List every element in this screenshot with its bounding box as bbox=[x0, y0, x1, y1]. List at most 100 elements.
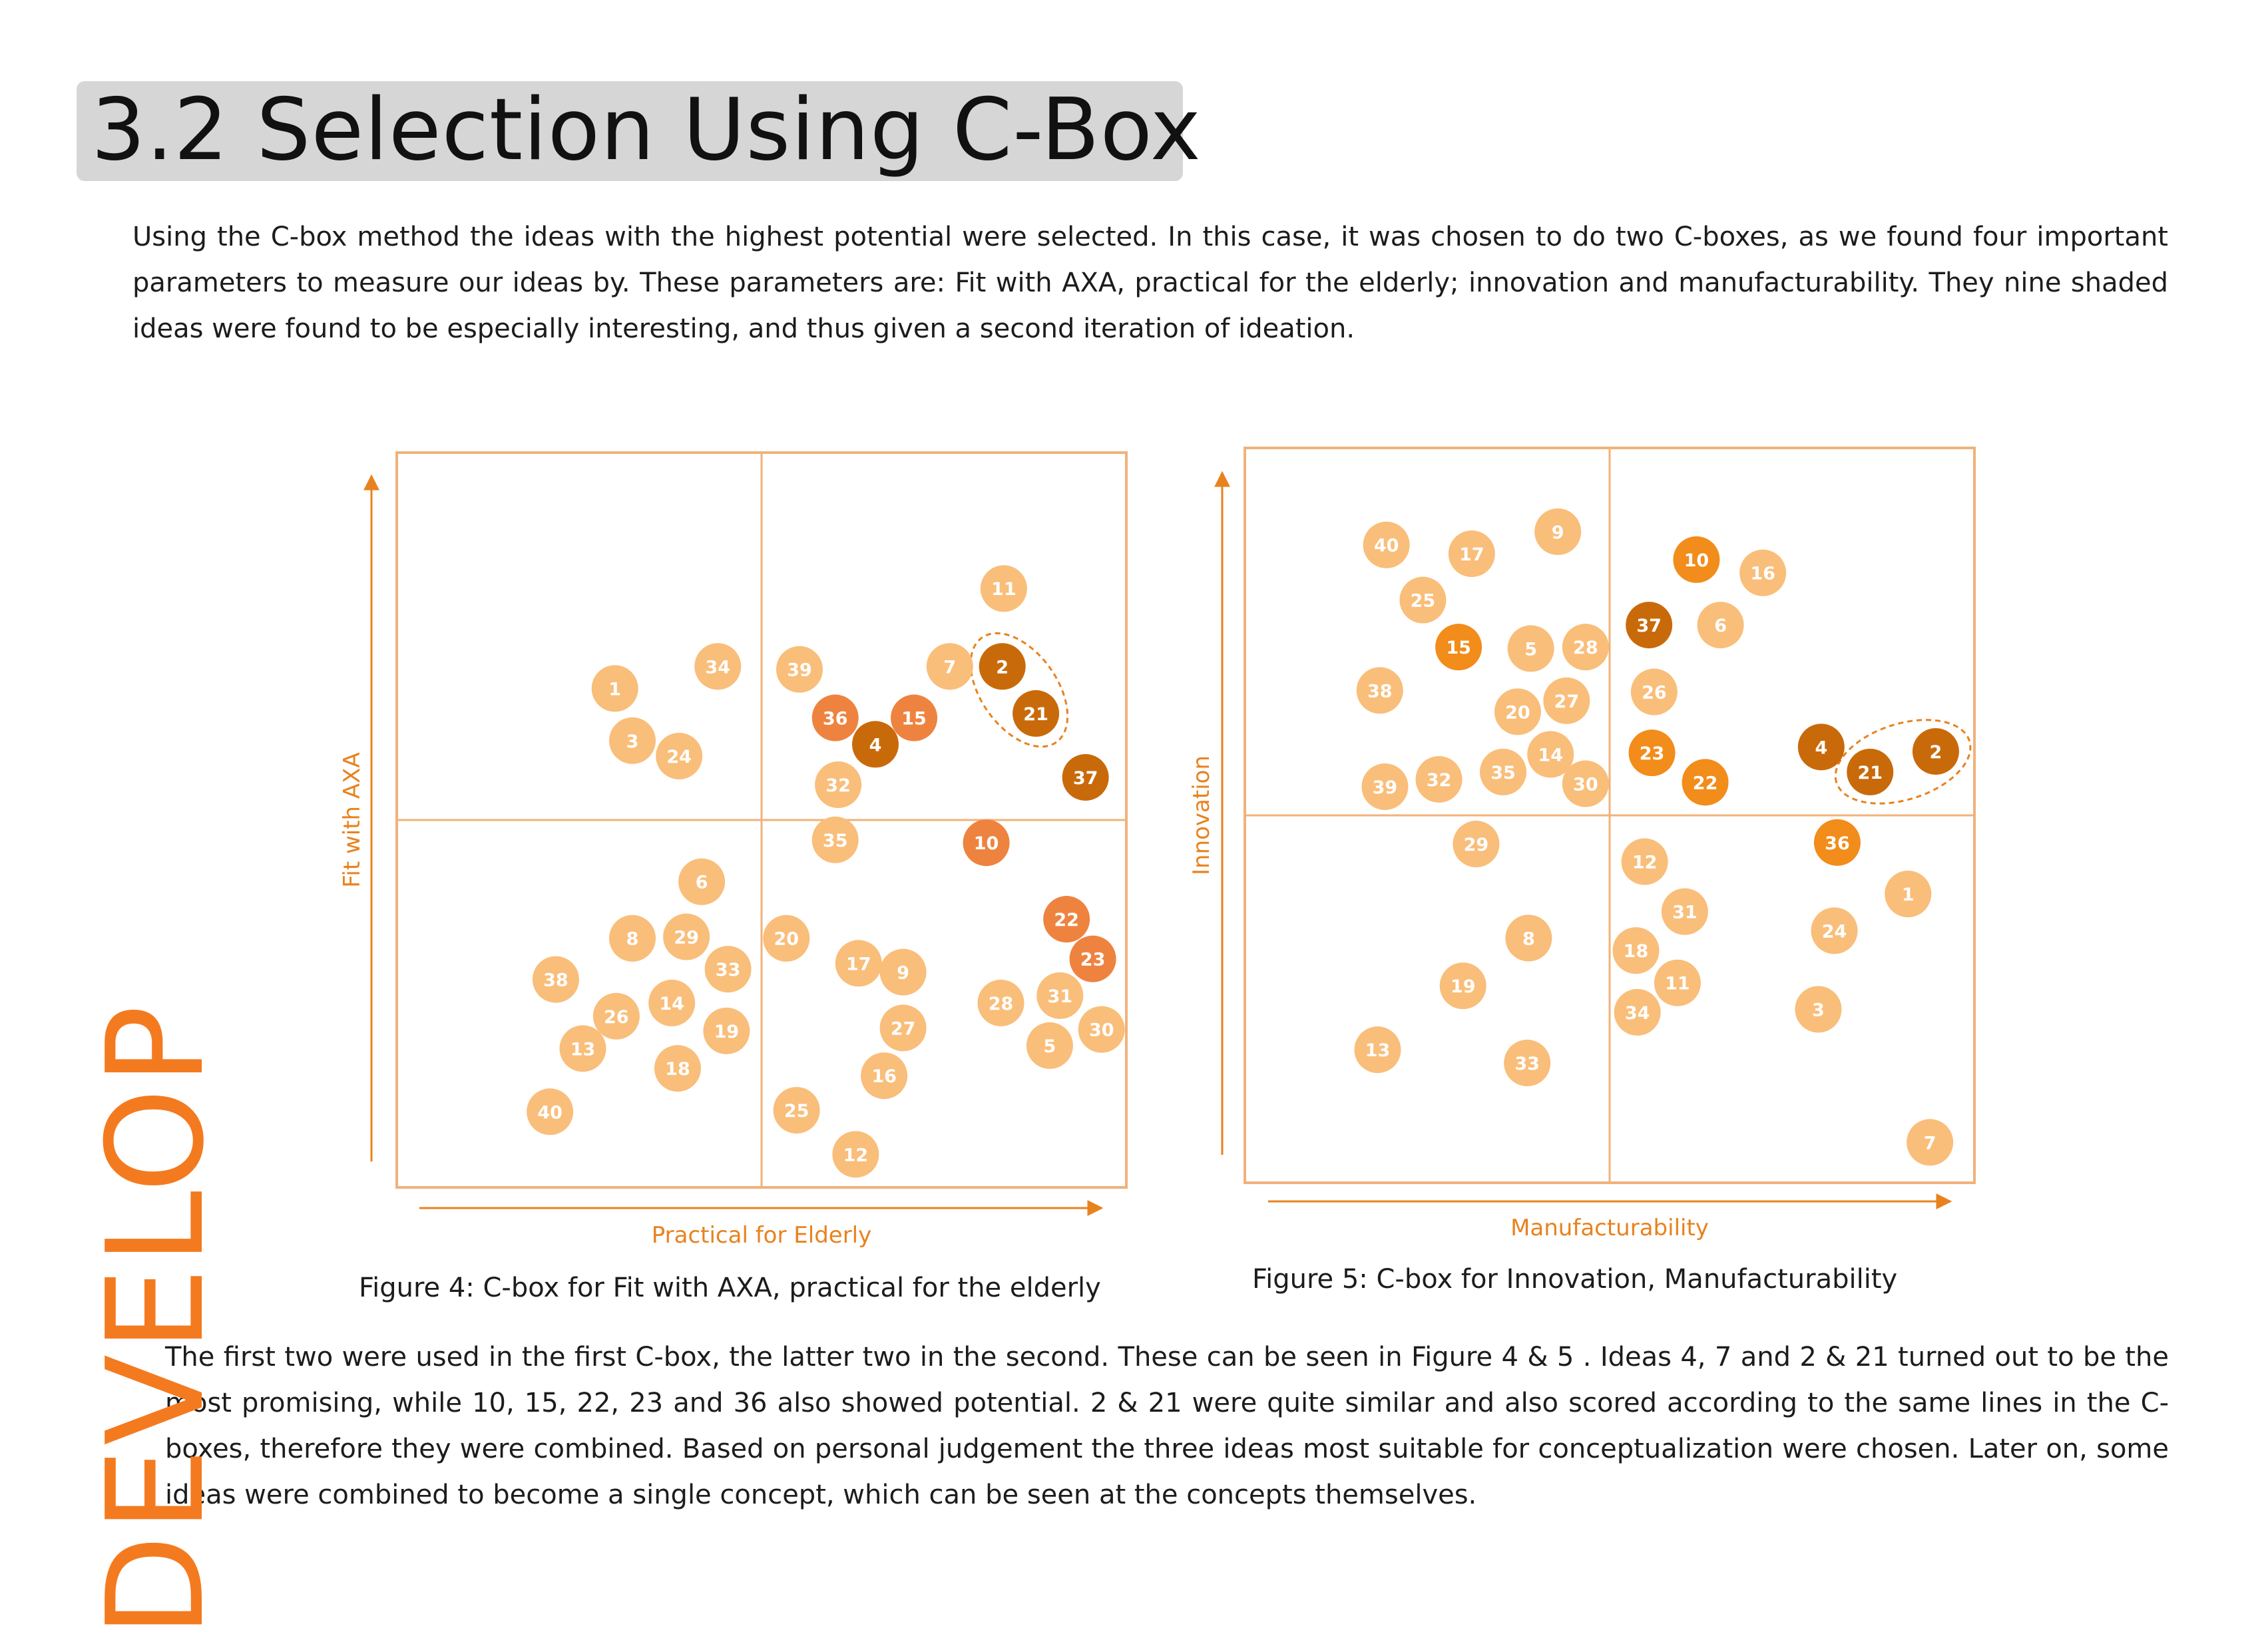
idea-circle bbox=[1562, 760, 1609, 807]
idea-number: 34 bbox=[705, 657, 730, 678]
idea-bubble-33: 33 bbox=[1504, 1040, 1551, 1087]
page-title-banner: 3.2 Selection Using C-Box bbox=[77, 81, 1201, 181]
idea-bubble-15: 15 bbox=[1435, 624, 1482, 671]
idea-circle bbox=[654, 1045, 701, 1092]
idea-bubble-4: 4 bbox=[851, 721, 899, 768]
section-label-develop: DEVELOP bbox=[79, 1002, 234, 1637]
idea-bubble-8: 8 bbox=[609, 915, 656, 962]
idea-bubble-6: 6 bbox=[1697, 602, 1744, 649]
idea-bubble-27: 27 bbox=[879, 1004, 927, 1052]
idea-circle bbox=[1069, 935, 1116, 982]
idea-bubble-9: 9 bbox=[1534, 508, 1582, 555]
idea-circle bbox=[694, 643, 742, 690]
idea-bubble-5: 5 bbox=[1507, 625, 1554, 672]
idea-circle bbox=[1661, 888, 1708, 935]
idea-bubble-25: 25 bbox=[1399, 576, 1447, 624]
idea-circle bbox=[1453, 821, 1500, 868]
idea-circle bbox=[1682, 759, 1729, 806]
figure4-caption: Figure 4: C-box for Fit with AXA, practi… bbox=[359, 1273, 1101, 1303]
idea-bubble-23: 23 bbox=[1628, 729, 1676, 777]
idea-bubble-35: 35 bbox=[811, 816, 859, 863]
idea-number: 9 bbox=[897, 963, 909, 984]
idea-number: 28 bbox=[1573, 638, 1598, 658]
idea-number: 14 bbox=[1538, 745, 1563, 765]
idea-circle bbox=[1811, 907, 1858, 954]
idea-bubble-28: 28 bbox=[1562, 624, 1609, 671]
idea-circle bbox=[1534, 508, 1582, 555]
section-sidebar: DEVELOP bbox=[7, 1002, 234, 1647]
idea-bubble-39: 39 bbox=[776, 646, 823, 693]
idea-number: 4 bbox=[1815, 737, 1827, 758]
idea-number: 30 bbox=[1573, 775, 1598, 795]
idea-number: 3 bbox=[1812, 1000, 1825, 1020]
idea-circle bbox=[1912, 727, 1959, 775]
idea-circle bbox=[1026, 1022, 1073, 1069]
idea-number: 33 bbox=[1514, 1054, 1540, 1074]
idea-circle bbox=[811, 694, 859, 741]
idea-bubble-40: 40 bbox=[527, 1088, 574, 1136]
idea-number: 2 bbox=[996, 657, 1009, 678]
idea-circle bbox=[1797, 723, 1845, 771]
idea-bubble-38: 38 bbox=[1356, 667, 1403, 714]
idea-number: 24 bbox=[1822, 921, 1847, 942]
idea-bubble-36: 36 bbox=[811, 694, 859, 741]
idea-number: 18 bbox=[665, 1059, 690, 1080]
idea-number: 25 bbox=[784, 1101, 809, 1122]
idea-bubble-40: 40 bbox=[1363, 521, 1410, 568]
idea-number: 7 bbox=[1924, 1133, 1936, 1153]
idea-bubble-21: 21 bbox=[1013, 690, 1060, 737]
figure5-x-axis-label: Manufacturability bbox=[1510, 1215, 1709, 1241]
idea-circle bbox=[835, 940, 882, 987]
idea-bubble-24: 24 bbox=[1811, 907, 1858, 954]
idea-circle bbox=[1621, 838, 1668, 885]
idea-number: 13 bbox=[570, 1039, 596, 1060]
idea-number: 22 bbox=[1054, 910, 1079, 930]
idea-circle bbox=[1628, 729, 1676, 777]
idea-circle bbox=[879, 1004, 927, 1052]
idea-bubble-16: 16 bbox=[1739, 549, 1787, 596]
idea-number: 39 bbox=[787, 660, 812, 681]
idea-circle bbox=[1813, 819, 1861, 866]
idea-number: 11 bbox=[991, 579, 1017, 600]
idea-circle bbox=[1847, 748, 1894, 795]
idea-number: 36 bbox=[823, 709, 848, 729]
figure5-y-axis-label: Innovation bbox=[1188, 755, 1215, 875]
idea-number: 21 bbox=[1857, 763, 1883, 783]
idea-number: 22 bbox=[1693, 773, 1718, 793]
idea-circle bbox=[1448, 530, 1495, 577]
idea-number: 39 bbox=[1373, 777, 1398, 798]
idea-number: 15 bbox=[901, 709, 927, 729]
idea-circle bbox=[1356, 667, 1403, 714]
idea-circle bbox=[1673, 536, 1720, 583]
idea-bubble-18: 18 bbox=[1612, 927, 1660, 974]
idea-circle bbox=[963, 819, 1010, 867]
idea-number: 40 bbox=[537, 1102, 563, 1123]
idea-number: 28 bbox=[989, 994, 1014, 1014]
idea-bubble-14: 14 bbox=[648, 979, 696, 1026]
idea-number: 16 bbox=[1750, 564, 1775, 584]
idea-bubble-39: 39 bbox=[1361, 763, 1409, 810]
idea-circle bbox=[1036, 972, 1084, 1019]
idea-number: 32 bbox=[825, 775, 851, 796]
idea-circle bbox=[879, 948, 927, 996]
idea-number: 17 bbox=[846, 954, 871, 974]
idea-bubble-19: 19 bbox=[703, 1007, 750, 1054]
idea-circle bbox=[1614, 988, 1661, 1036]
idea-bubble-38: 38 bbox=[532, 956, 579, 1003]
idea-circle bbox=[1630, 668, 1678, 716]
idea-circle bbox=[1354, 1026, 1401, 1074]
figure4-x-axis-label: Practical for Elderly bbox=[652, 1222, 872, 1249]
conclusion-text: The first two were used in the first C-b… bbox=[165, 1342, 2169, 1510]
idea-bubble-4: 4 bbox=[1797, 723, 1845, 771]
idea-number: 37 bbox=[1636, 616, 1662, 636]
idea-number: 27 bbox=[891, 1018, 916, 1039]
idea-circle bbox=[1739, 549, 1787, 596]
idea-bubble-36: 36 bbox=[1813, 819, 1861, 866]
idea-number: 31 bbox=[1047, 986, 1072, 1007]
idea-number: 20 bbox=[1505, 702, 1530, 723]
idea-circle bbox=[704, 946, 752, 993]
idea-number: 10 bbox=[1684, 550, 1709, 571]
figure5-highlight-ellipse bbox=[1834, 719, 1972, 805]
idea-bubble-34: 34 bbox=[1614, 988, 1661, 1036]
